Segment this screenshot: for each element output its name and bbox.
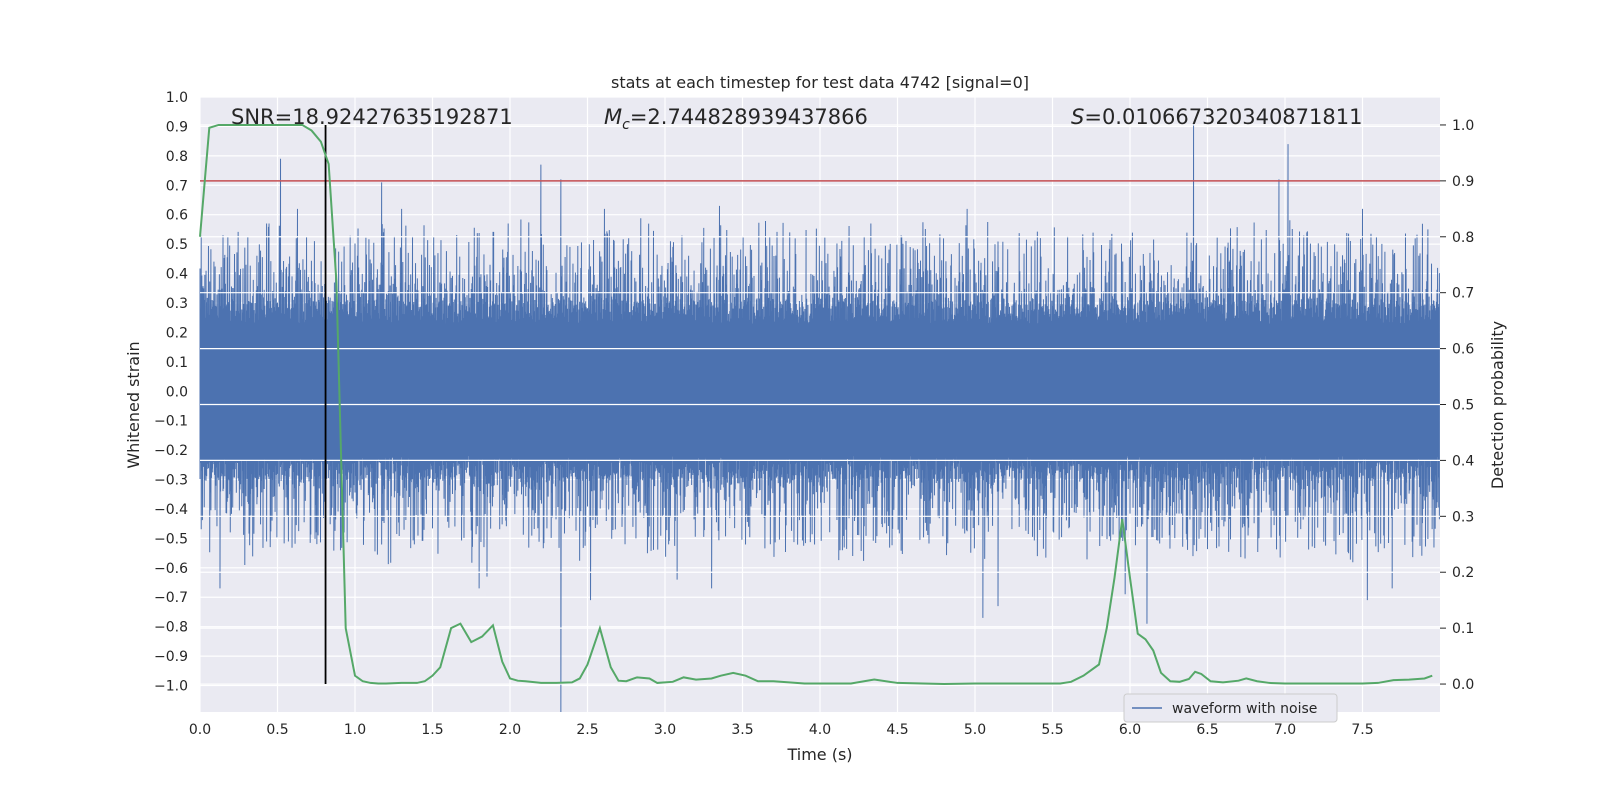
y-tick-label: −1.0 (154, 679, 188, 695)
snr-annotation: SNR=18.92427635192871 (231, 105, 513, 129)
legend: waveform with noise (1123, 693, 1338, 723)
y-tick-label: −0.1 (154, 414, 188, 430)
y-tick-label: 0.2 (166, 325, 188, 341)
chirp-mass-symbol: M (604, 105, 622, 129)
s-symbol: S (1071, 105, 1084, 129)
x-tick-label: 7.0 (1274, 722, 1296, 738)
x-tick-label: 1.5 (421, 722, 443, 738)
x-tick-label: 2.5 (576, 722, 598, 738)
detection-probability-series (199, 123, 1433, 686)
y-tick-label: −0.5 (154, 531, 188, 547)
y-tick-label: 0.8 (166, 149, 188, 165)
y-tick-label: 1.0 (166, 90, 188, 106)
y-tick-label: 0.6 (166, 208, 188, 224)
x-tick-label: 2.0 (499, 722, 521, 738)
x-tick-label: 5.5 (1041, 722, 1063, 738)
chirp-mass-value: =2.744828939437866 (630, 105, 868, 129)
y-axis-label: Whitened strain (124, 341, 143, 468)
y2-tick-label: 0.9 (1452, 174, 1474, 190)
y-tick-label: 0.7 (166, 178, 188, 194)
x-tick-label: 0.5 (266, 722, 288, 738)
y-tick-label: −0.6 (154, 561, 188, 577)
x-tick-label: 5.0 (964, 722, 986, 738)
chirp-mass-subscript: c (622, 117, 630, 133)
detection-probability-line (199, 123, 1433, 686)
x-tick-label: 0.0 (189, 722, 211, 738)
y2-tick-label: 0.3 (1452, 509, 1474, 525)
tick-labels: 0.0 0.5 1.0 1.5 2.0 2.5 3.0 3.5 4.0 4.5 5.0 5.5 6.0 6… (154, 90, 1474, 738)
y-tick-label: −0.2 (154, 443, 188, 459)
y-tick-label: 0.0 (166, 384, 188, 400)
y2-axis-label: Detection probability (1488, 321, 1507, 489)
x-tick-label: 3.5 (731, 722, 753, 738)
y-tick-label: 0.9 (166, 119, 188, 135)
y-tick-label: −0.4 (154, 502, 188, 518)
legend-label: waveform with noise (1172, 701, 1317, 717)
y-tick-label: 0.1 (166, 355, 188, 371)
y2-tick-label: 0.6 (1452, 342, 1474, 358)
y-tick-label: 0.5 (166, 237, 188, 253)
y-tick-label: −0.8 (154, 620, 188, 636)
y-tick-label: −0.3 (154, 473, 188, 489)
x-tick-label: 3.0 (654, 722, 676, 738)
y2-tick-label: 0.5 (1452, 398, 1474, 414)
legend-box (1123, 693, 1338, 723)
x-tick-label: 6.5 (1196, 722, 1218, 738)
y2-tick-label: 0.8 (1452, 230, 1474, 246)
x-tick-label: 6.0 (1119, 722, 1141, 738)
s-annotation: S=0.010667320340871811 (1071, 105, 1362, 129)
x-tick-label: 7.5 (1351, 722, 1373, 738)
y-tick-label: −0.9 (154, 649, 188, 665)
y2-tick-label: 1.0 (1452, 118, 1474, 134)
y2-tick-label: 0.7 (1452, 286, 1474, 302)
y2-tick-label: 0.4 (1452, 453, 1474, 469)
y2-tick-label: 0.1 (1452, 621, 1474, 637)
chart-title: stats at each timestep for test data 474… (611, 73, 1029, 92)
x-tick-label: 4.5 (886, 722, 908, 738)
y-tick-label: −0.7 (154, 590, 188, 606)
chirp-mass-annotation: Mc=2.744828939437866 (604, 105, 868, 133)
y-tick-label: 0.3 (166, 296, 188, 312)
x-tick-label: 1.0 (344, 722, 366, 738)
y-tick-label: 0.4 (166, 267, 188, 283)
waveform-with-noise-line (199, 123, 1440, 713)
overlay-lines (200, 124, 1440, 685)
y2-tick-label: 0.2 (1452, 565, 1474, 581)
waveform-with-noise-series (199, 123, 1440, 713)
y2-tick-label: 0.0 (1452, 677, 1474, 693)
x-axis-label: Time (s) (786, 745, 852, 764)
s-value: =0.010667320340871811 (1084, 105, 1362, 129)
x-tick-label: 4.0 (809, 722, 831, 738)
